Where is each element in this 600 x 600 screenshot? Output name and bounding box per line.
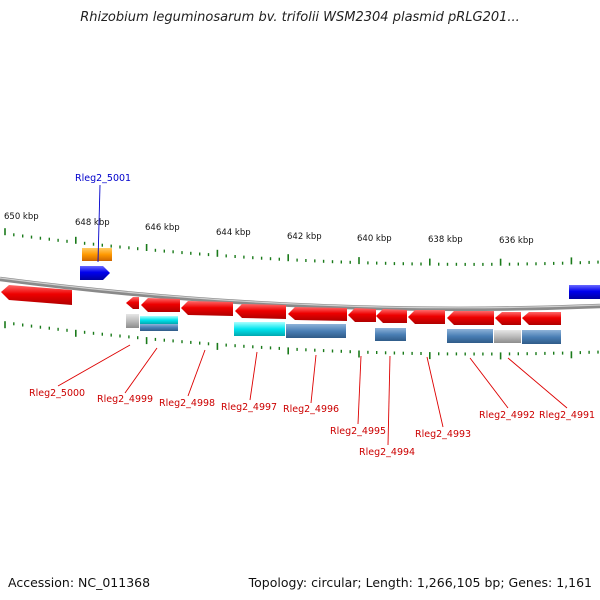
label-rleg2-4997[interactable]: Rleg2_4997 [221,402,277,413]
label-rleg2-4998[interactable]: Rleg2_4998 [159,398,215,409]
cog-bar-gray-2 [494,330,521,343]
gene-rleg2-4993-arrow[interactable] [408,310,445,324]
label-rleg2-4999[interactable]: Rleg2_4999 [97,394,153,405]
gene-rleg2-5000-arrow[interactable] [1,285,72,305]
label-rleg2-4994[interactable]: Rleg2_4994 [359,447,415,458]
cog-bar-steel-3 [375,328,406,341]
leader-rleg2-5000 [57,344,131,387]
leader-rleg2-4995 [357,355,362,425]
scale-label-644: 644 kbp [216,228,251,238]
leader-rleg2-4991 [507,357,568,409]
outer-tick-ring [4,228,599,266]
scale-labels: 650 kbp 648 kbp 646 kbp 644 kbp 642 kbp … [4,212,534,246]
leader-rleg2-4999 [124,347,158,394]
gene-rleg2-4994-arrow[interactable] [376,309,407,323]
reverse-strand-genes [1,285,561,325]
scale-label-646: 646 kbp [145,223,180,233]
gene-rleg2-4999-small-arrow[interactable] [126,297,139,309]
cog-bar-steel-1 [140,324,178,331]
scale-label-642: 642 kbp [287,232,322,242]
scale-label-648: 648 kbp [75,218,110,228]
label-rleg2-4995[interactable]: Rleg2_4995 [330,426,386,437]
forward-strand-genes [80,248,600,299]
leader-rleg2-4998 [187,349,206,397]
label-rleg2-4996[interactable]: Rleg2_4996 [283,404,339,415]
plasmid-backbone [0,276,600,312]
label-rleg2-4991[interactable]: Rleg2_4991 [539,410,595,421]
cog-bar-steel-5 [522,330,561,344]
gene-rleg2-5001-cog-bar[interactable] [82,248,112,261]
leader-rleg2-5001 [97,184,101,263]
leader-rleg2-4997 [249,351,258,401]
gene-rleg2-4995-arrow[interactable] [348,308,376,322]
leader-rleg2-4996 [310,354,317,404]
label-rleg2-5000[interactable]: Rleg2_5000 [29,388,85,399]
gene-rleg2-5001-arrow[interactable] [80,266,110,280]
leader-rleg2-4994 [387,355,391,446]
gene-rleg2-4992-arrow-b[interactable] [495,312,521,325]
topology-summary: Topology: circular; Length: 1,266,105 bp… [248,575,592,590]
cog-bar-steel-2 [286,324,346,338]
gene-rleg2-4991-arrow[interactable] [522,312,561,325]
leader-rleg2-4992 [469,357,509,409]
accession-text: Accession: NC_011368 [8,575,151,590]
cog-category-bars [126,314,561,344]
gene-rleg2-4992-arrow-a[interactable] [447,311,494,325]
label-rleg2-4992[interactable]: Rleg2_4992 [479,410,535,421]
label-rleg2-4993[interactable]: Rleg2_4993 [415,429,471,440]
inner-tick-ring [4,321,599,360]
gene-rleg2-4996-arrow[interactable] [288,307,347,321]
label-rleg2-5001[interactable]: Rleg2_5001 [75,173,131,184]
cog-bar-gray-1 [126,314,139,328]
cog-bar-cyan-1 [140,316,178,324]
gene-right-edge-forward[interactable] [569,285,600,299]
gene-rleg2-4997-arrow[interactable] [235,304,286,319]
label-leader-lines [57,184,568,446]
map-title: Rhizobium leguminosarum bv. trifolii WSM… [80,10,520,25]
scale-label-638: 638 kbp [428,235,463,245]
scale-label-636: 636 kbp [499,236,534,246]
gene-rleg2-4998-arrow[interactable] [181,301,233,316]
gene-rleg2-4999-arrow[interactable] [141,298,180,312]
plasmid-backbone-highlight [0,277,600,309]
scale-label-650: 650 kbp [4,212,39,222]
cog-bar-steel-4 [447,329,493,343]
leader-rleg2-4993 [426,356,444,428]
gene-labels: Rleg2_5001 Rleg2_5000 Rleg2_4999 Rleg2_4… [29,173,595,458]
scale-label-640: 640 kbp [357,234,392,244]
cog-bar-cyan-2 [234,322,285,336]
